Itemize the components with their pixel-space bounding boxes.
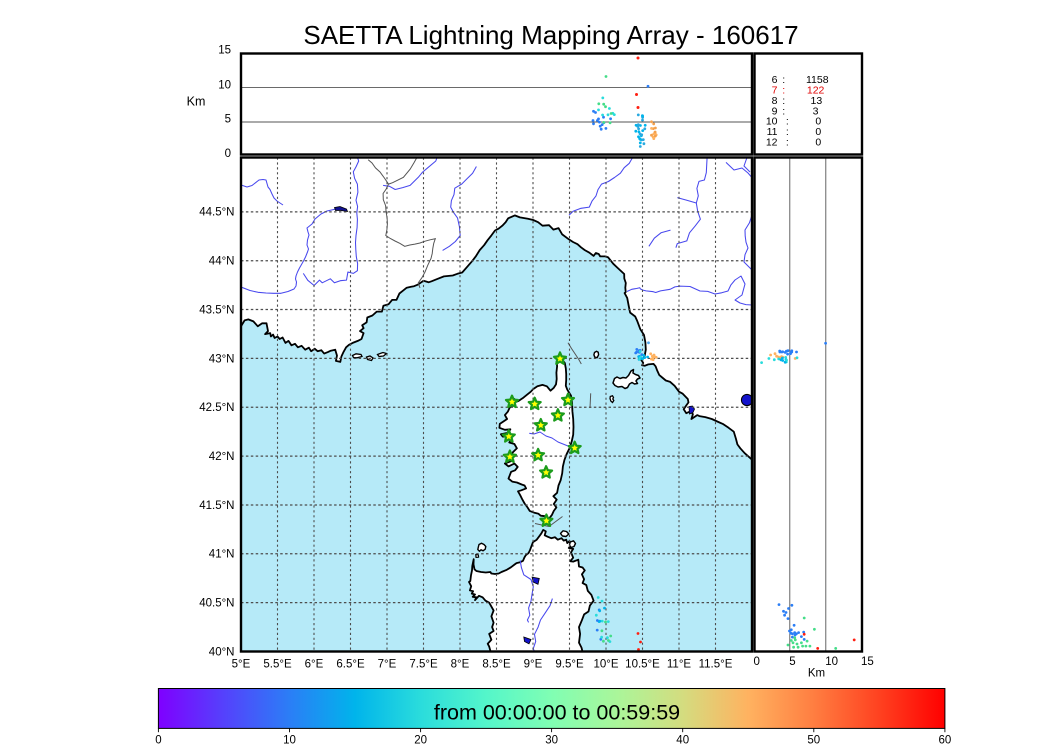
- svg-text:SAETTA Lightning Mapping Array: SAETTA Lightning Mapping Array - 160617: [303, 20, 798, 50]
- svg-text:9: 9: [772, 105, 778, 117]
- svg-text:5.5°E: 5.5°E: [263, 658, 292, 670]
- svg-text:42.5°N: 42.5°N: [199, 402, 234, 414]
- svg-text:from 00:00:00 to 00:59:59: from 00:00:00 to 00:59:59: [434, 700, 680, 724]
- svg-text:42°N: 42°N: [209, 451, 235, 463]
- svg-text:20: 20: [414, 734, 427, 746]
- svg-text:8: 8: [772, 95, 778, 107]
- svg-text::: :: [786, 137, 789, 149]
- svg-text:44.5°N: 44.5°N: [199, 207, 234, 219]
- svg-text:50: 50: [807, 734, 820, 746]
- svg-text:5: 5: [225, 114, 231, 126]
- svg-text:30: 30: [545, 734, 558, 746]
- svg-text:13: 13: [811, 95, 823, 107]
- svg-text::: :: [782, 105, 785, 117]
- svg-text:40.5°N: 40.5°N: [199, 598, 234, 610]
- svg-text:43.5°N: 43.5°N: [199, 304, 234, 316]
- svg-text:60: 60: [939, 734, 952, 746]
- svg-text:6.5°E: 6.5°E: [336, 658, 365, 670]
- svg-text:0: 0: [754, 656, 760, 668]
- svg-text:11.5°E: 11.5°E: [699, 658, 733, 670]
- svg-text:7.5°E: 7.5°E: [409, 658, 438, 670]
- svg-text:Km: Km: [187, 94, 206, 108]
- svg-text:1158: 1158: [806, 74, 829, 86]
- svg-text:3: 3: [813, 105, 819, 117]
- svg-text::: :: [786, 126, 789, 138]
- svg-text:5°E: 5°E: [232, 658, 251, 670]
- svg-text:5: 5: [789, 656, 795, 668]
- svg-text:10: 10: [825, 656, 838, 668]
- svg-text:8°E: 8°E: [451, 658, 470, 670]
- svg-text:11: 11: [767, 126, 778, 138]
- svg-text:9°E: 9°E: [524, 658, 543, 670]
- svg-text:0: 0: [815, 126, 821, 138]
- svg-text:10°E: 10°E: [593, 658, 618, 670]
- svg-text:11°E: 11°E: [667, 658, 692, 670]
- svg-text:0: 0: [155, 734, 161, 746]
- svg-text:12: 12: [766, 137, 778, 149]
- svg-text::: :: [786, 116, 789, 128]
- svg-text:15: 15: [861, 656, 874, 668]
- svg-text:6: 6: [772, 74, 778, 86]
- svg-text:7: 7: [772, 84, 778, 96]
- svg-text:0: 0: [225, 148, 231, 160]
- svg-text:10: 10: [218, 80, 231, 92]
- svg-text:Km: Km: [808, 667, 825, 679]
- svg-text:7°E: 7°E: [378, 658, 397, 670]
- svg-text:10: 10: [283, 734, 296, 746]
- svg-text:44°N: 44°N: [209, 256, 235, 268]
- svg-text:41.5°N: 41.5°N: [199, 500, 234, 512]
- svg-text:43°N: 43°N: [209, 353, 235, 365]
- svg-text:41°N: 41°N: [209, 549, 235, 561]
- svg-text::: :: [782, 84, 785, 96]
- svg-text:40°N: 40°N: [209, 646, 235, 658]
- svg-text:8.5°E: 8.5°E: [482, 658, 511, 670]
- svg-text:15: 15: [218, 44, 231, 56]
- svg-text:6°E: 6°E: [305, 658, 324, 670]
- svg-text::: :: [782, 95, 785, 107]
- svg-text:40: 40: [676, 734, 689, 746]
- svg-text:9.5°E: 9.5°E: [555, 658, 584, 670]
- svg-text:122: 122: [807, 84, 825, 96]
- svg-text:10.5°E: 10.5°E: [625, 658, 660, 670]
- svg-text:0: 0: [815, 137, 821, 149]
- svg-text:0: 0: [815, 116, 821, 128]
- svg-text::: :: [782, 74, 785, 86]
- svg-text:10: 10: [766, 116, 778, 128]
